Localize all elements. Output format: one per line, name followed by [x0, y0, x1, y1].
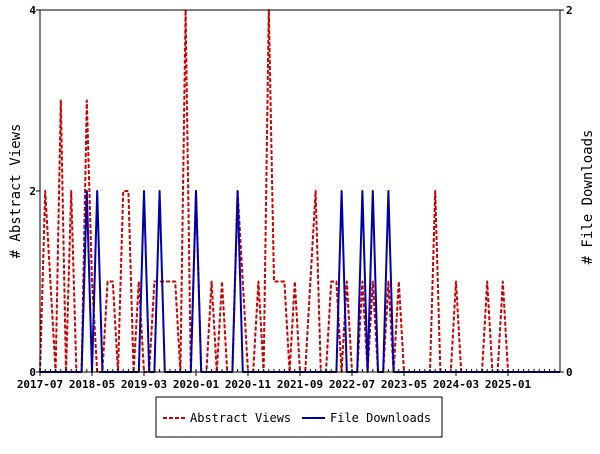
- x-tick-label: 2023-05: [381, 378, 427, 391]
- axes: 2017-07 2018-05 2019-03 2020-01 2020-11 2021-…: [17, 4, 573, 391]
- y-left-tick-label: 0: [29, 366, 36, 379]
- x-tick-label: 2025-01: [485, 378, 532, 391]
- legend-box: [155, 396, 443, 438]
- x-tick-label: 2018-05: [69, 378, 115, 391]
- plot-frame: [39, 9, 561, 373]
- x-tick-label: 2024-03: [433, 378, 479, 391]
- x-tick-label: 2020-01: [173, 378, 220, 391]
- x-tick-label: 2019-03: [121, 378, 167, 391]
- y-left-tick-label: 2: [29, 185, 36, 198]
- y-axis-left-title: # Abstract Views: [8, 124, 24, 259]
- legend-label-file-downloads: File Downloads: [330, 411, 431, 425]
- x-tick-label: 2020-11: [225, 378, 272, 391]
- plot-area: [39, 9, 560, 373]
- legend: Abstract Views File Downloads: [155, 396, 443, 438]
- legend-label-abstract-views: Abstract Views: [190, 411, 291, 425]
- y-axis-right-title: # File Downloads: [580, 130, 596, 265]
- y-left-tick-label: 4: [29, 4, 36, 17]
- y-right-tick-label: 2: [566, 4, 573, 17]
- y-right-tick-label: 0: [566, 366, 573, 379]
- x-tick-label: 2021-09: [277, 378, 323, 391]
- x-tick-label: 2022-07: [329, 378, 375, 391]
- x-tick-label: 2017-07: [17, 378, 63, 391]
- series-line-abstract-views: [39, 9, 560, 373]
